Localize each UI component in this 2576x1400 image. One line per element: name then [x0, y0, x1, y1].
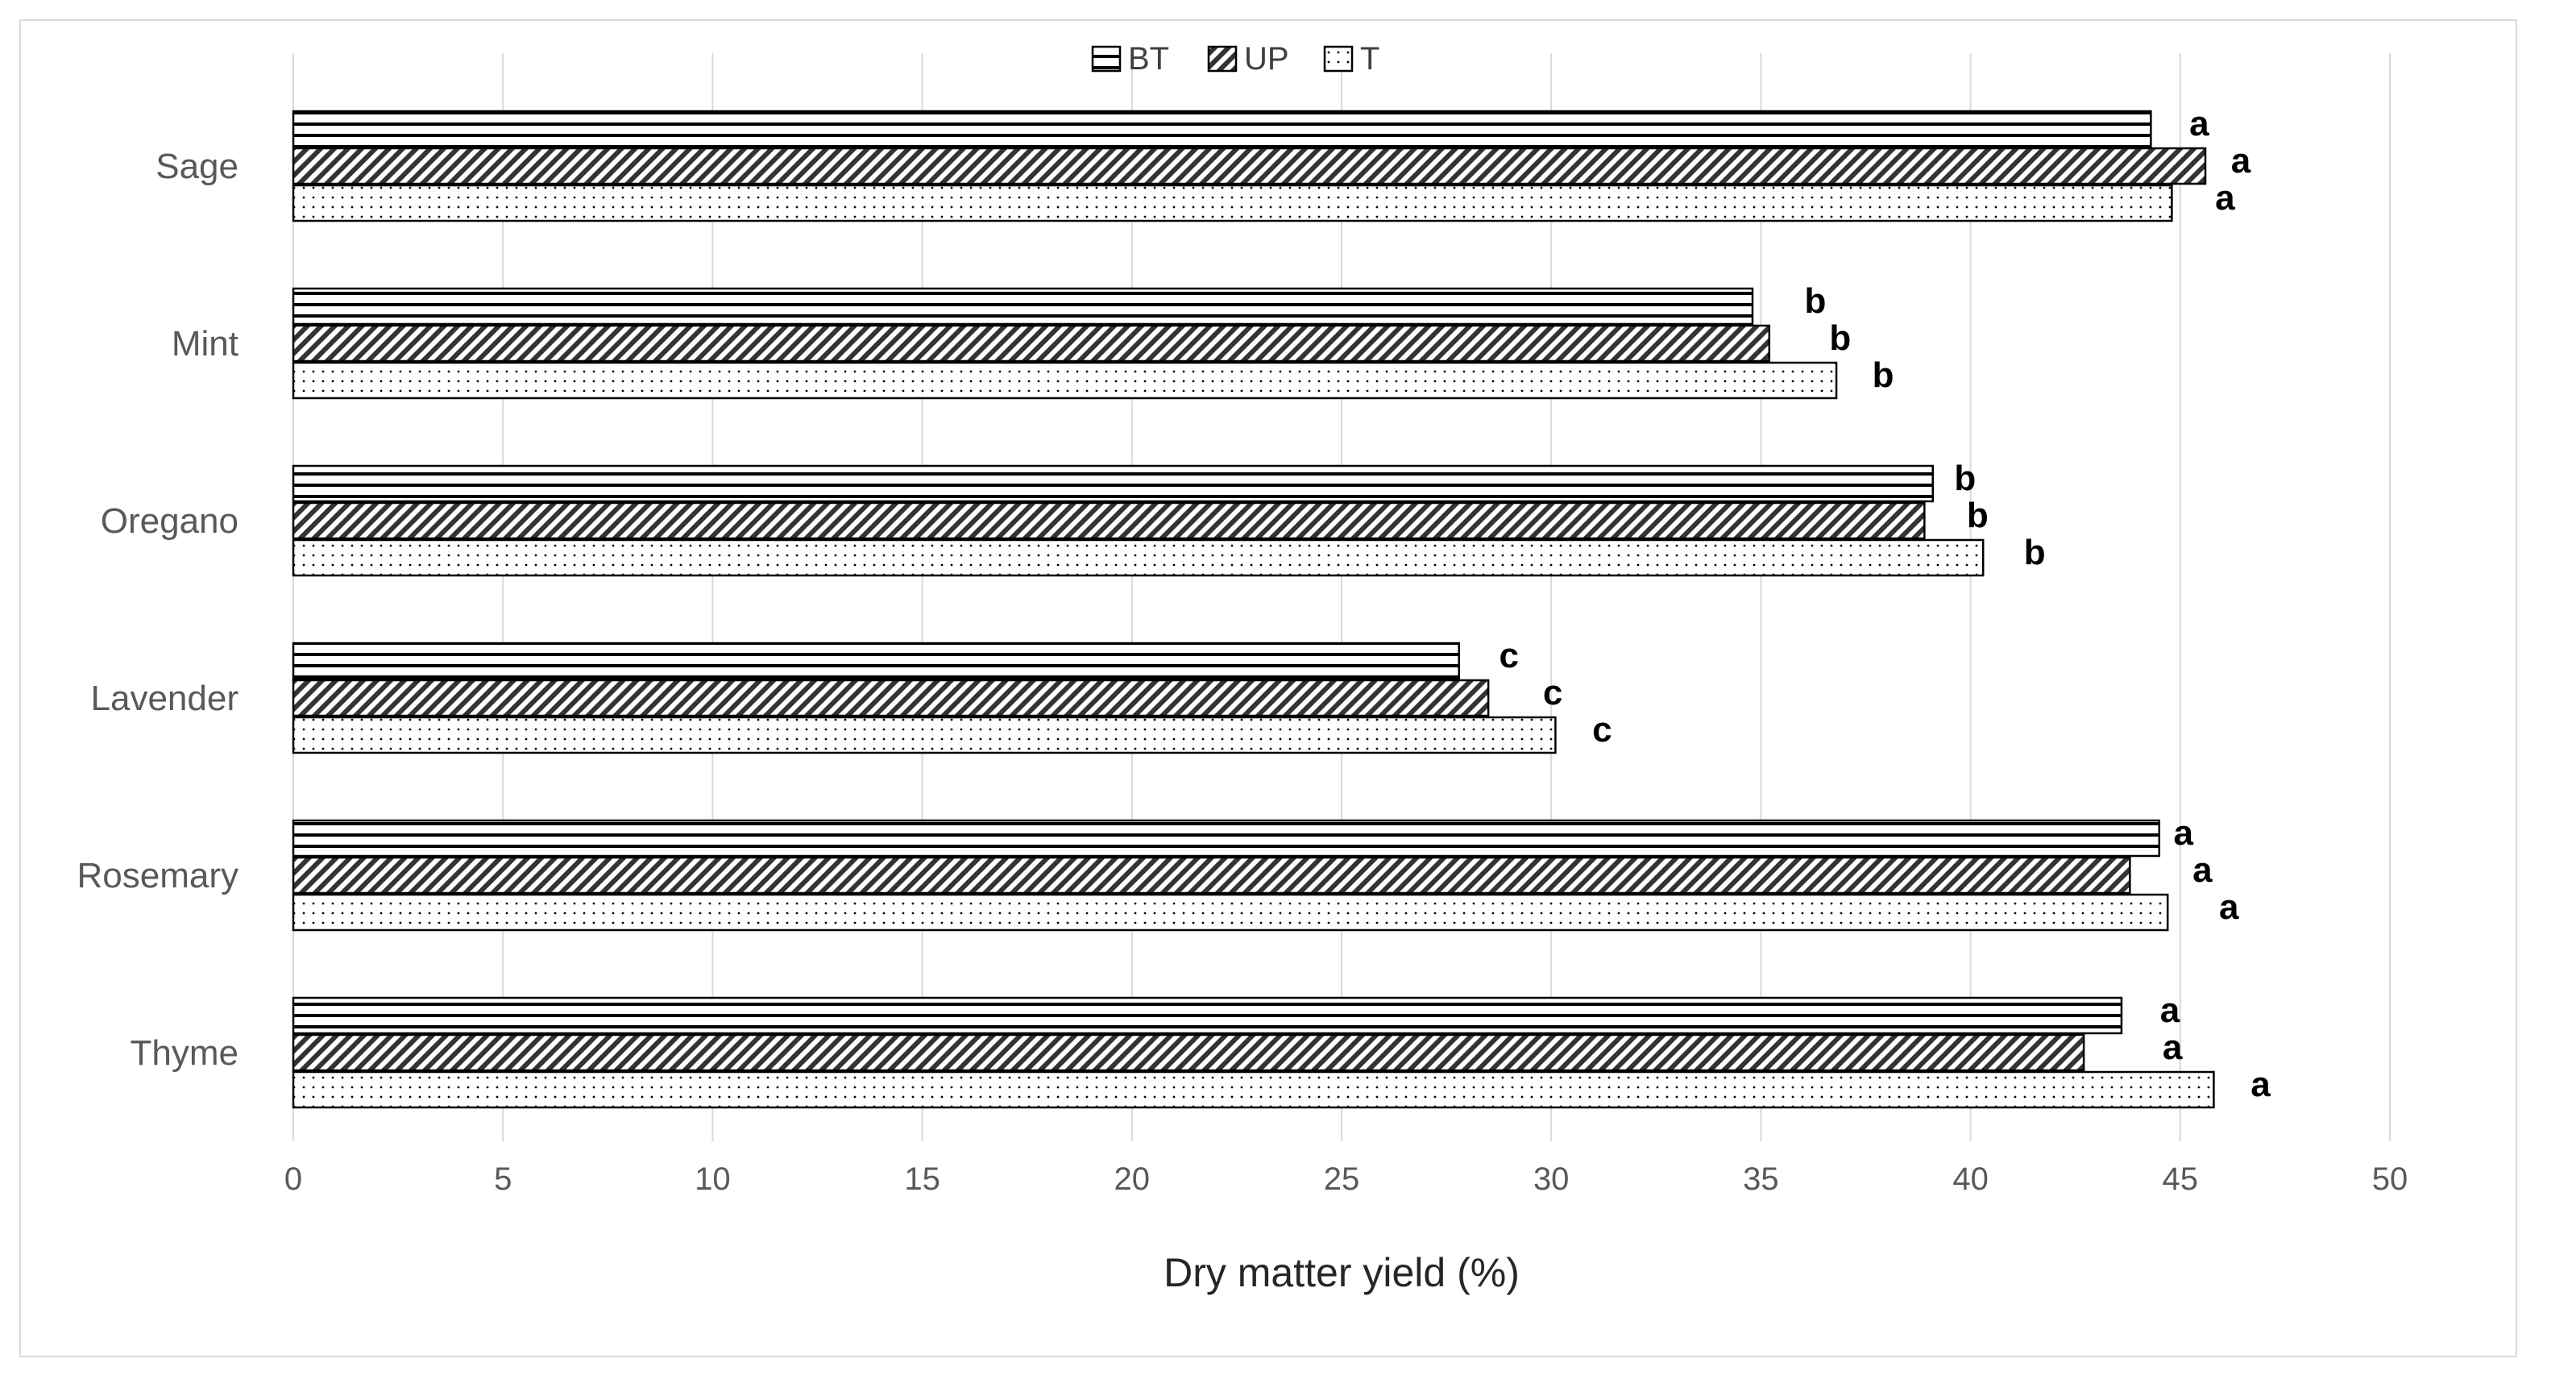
legend-swatch-up — [1207, 45, 1238, 73]
x-tick-label: 35 — [1743, 1161, 1779, 1197]
significance-label: b — [1954, 459, 1976, 498]
bar-bt-oregano — [292, 464, 1935, 503]
x-tick-label: 40 — [1952, 1161, 1989, 1197]
significance-label: b — [1805, 281, 1827, 321]
significance-label: a — [2192, 850, 2213, 890]
bar-bt-sage — [292, 110, 2152, 148]
x-tick-label: 10 — [695, 1161, 731, 1197]
significance-label: b — [2024, 533, 2046, 572]
category-label: Mint — [172, 324, 239, 364]
x-tick-label: 0 — [284, 1161, 302, 1197]
significance-label: a — [2219, 887, 2239, 927]
bars — [292, 110, 2215, 1109]
significance-label: a — [2215, 178, 2235, 218]
bar-up-thyme — [292, 1033, 2085, 1072]
category-label: Rosemary — [77, 856, 239, 895]
legend: BT UP T — [1091, 41, 1379, 77]
bar-up-mint — [292, 324, 1771, 363]
labels: 0 5 10 15 20 25 30 35 40 45 50SageaaaMintbbbOregan… — [77, 104, 2408, 1197]
significance-label: c — [1592, 710, 1612, 750]
legend-swatch-t — [1323, 45, 1354, 73]
x-tick-label: 45 — [2163, 1161, 2199, 1197]
significance-label: a — [2250, 1065, 2271, 1104]
significance-label: b — [1829, 318, 1851, 358]
x-tick-label: 20 — [1114, 1161, 1151, 1197]
bar-up-sage — [292, 147, 2207, 185]
significance-label: c — [1543, 673, 1562, 712]
x-axis-title: Dry matter yield (%) — [1164, 1250, 1520, 1295]
bar-t-lavender — [292, 716, 1557, 754]
gridlines — [292, 53, 2391, 1141]
significance-label: b — [1967, 496, 1989, 535]
bar-bt-thyme — [292, 996, 2123, 1035]
x-tick-label: 5 — [494, 1161, 512, 1197]
bar-bt-mint — [292, 287, 1754, 326]
significance-label: a — [2174, 813, 2194, 853]
significance-label: a — [2231, 141, 2251, 181]
legend-swatch-bt — [1091, 45, 1122, 73]
x-tick-label: 15 — [904, 1161, 940, 1197]
x-tick-label: 25 — [1324, 1161, 1360, 1197]
bar-t-mint — [292, 361, 1838, 400]
category-label: Sage — [156, 147, 239, 186]
chart-svg: 0 5 10 15 20 25 30 35 40 45 50SageaaaMintbbbOregan… — [77, 41, 2408, 1295]
category-label: Oregano — [101, 501, 239, 541]
legend-label-t: T — [1360, 41, 1379, 77]
bar-up-oregano — [292, 501, 1926, 540]
x-tick-label: 30 — [1533, 1161, 1570, 1197]
significance-label: a — [2163, 1028, 2183, 1067]
significance-label: c — [1499, 636, 1518, 675]
bar-up-lavender — [292, 679, 1490, 717]
chart-frame: 0 5 10 15 20 25 30 35 40 45 50 Sage a a a Mint b b b Oregan… — [19, 19, 2517, 1357]
bar-t-sage — [292, 184, 2173, 222]
legend-label-bt: BT — [1128, 41, 1169, 77]
bar-t-rosemary — [292, 893, 2169, 932]
bar-t-oregano — [292, 538, 1985, 577]
legend-label-up: UP — [1244, 41, 1289, 77]
significance-label: a — [2160, 991, 2180, 1030]
bar-t-thyme — [292, 1070, 2215, 1109]
x-tick-label: 50 — [2372, 1161, 2408, 1197]
significance-label: b — [1873, 355, 1894, 395]
category-label: Thyme — [131, 1033, 239, 1073]
bar-bt-rosemary — [292, 819, 2161, 858]
category-label: Lavender — [91, 679, 239, 718]
bar-bt-lavender — [292, 642, 1460, 680]
significance-label: a — [2189, 104, 2209, 143]
bar-up-rosemary — [292, 856, 2131, 895]
